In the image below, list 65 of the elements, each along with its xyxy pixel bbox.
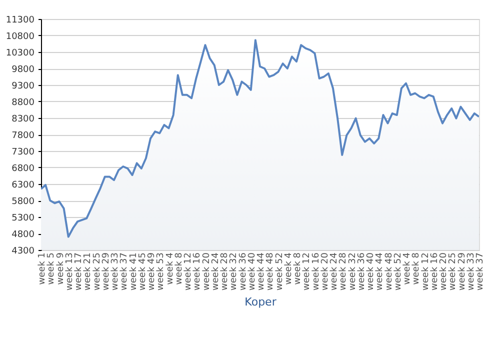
x-tick-label: week 36	[238, 252, 248, 290]
x-tick-label: week 48	[266, 252, 276, 290]
y-tick-label: 8300	[12, 114, 35, 124]
x-tick-label: week 49	[147, 252, 157, 290]
x-tick-label: week 25	[92, 252, 102, 290]
y-tick-label: 8800	[12, 98, 35, 108]
x-tick-label: week 20	[320, 252, 330, 290]
x-tick-label: week 48	[384, 252, 394, 290]
y-tick-label: 4800	[12, 230, 35, 240]
x-axis-title: Koper	[244, 295, 277, 308]
x-tick-label: week 24	[330, 252, 340, 290]
x-tick-label: week 17	[74, 252, 84, 290]
x-tick-label: week 8	[412, 252, 422, 285]
x-tick-label: week 12	[302, 252, 312, 290]
x-tick-label: week 33	[110, 252, 120, 290]
x-tick-label: week 20	[439, 252, 449, 290]
x-tick-label: week 29	[457, 252, 468, 290]
x-tick-label: week 37	[476, 252, 486, 290]
x-tick-label: week 13	[64, 252, 75, 290]
x-tick-label: week 33	[466, 252, 476, 290]
x-tick-label: week 32	[348, 252, 358, 290]
y-tick-label: 11300	[6, 16, 35, 26]
y-tick-label: 5800	[12, 197, 35, 207]
y-tick-label: 4300	[12, 246, 35, 256]
y-tick-label: 9300	[12, 82, 35, 92]
x-tick-label: week 16	[192, 252, 203, 290]
y-tick-label: 7300	[12, 148, 35, 158]
x-tick-label: week 40	[366, 252, 376, 290]
x-tick-label: week 24	[210, 252, 221, 290]
x-tick-label: week 37	[120, 252, 130, 290]
x-tick-label: week 4	[284, 252, 294, 285]
y-tick-label: 6300	[12, 180, 35, 190]
y-tick-label: 10300	[6, 48, 35, 58]
x-tick-label: week 12	[184, 252, 194, 290]
x-tick-label: week 52	[274, 252, 285, 290]
x-tick-label: week 40	[247, 252, 258, 290]
x-tick-label: week 8	[174, 252, 184, 285]
x-tick-label: week 53	[156, 252, 166, 290]
x-tick-label: week 44	[256, 252, 266, 290]
x-tick-label: week 28	[338, 252, 349, 290]
x-tick-label: week 8	[293, 252, 303, 285]
x-tick-label: week 32	[229, 252, 240, 290]
x-tick-label: week 4	[165, 252, 176, 285]
x-tick-label: week 12	[420, 252, 431, 290]
x-tick-label: week 52	[393, 252, 404, 290]
x-tick-label: week 41	[128, 252, 139, 290]
x-tick-label: week 16	[311, 252, 322, 290]
x-tick-label: week 25	[448, 252, 458, 290]
x-tick-label: week 20	[202, 252, 212, 290]
y-tick-label: 5300	[12, 214, 35, 224]
x-tick-label: week 45	[138, 252, 148, 290]
x-tick-label: week 36	[356, 252, 367, 290]
x-tick-label: week 16	[430, 252, 440, 290]
y-tick-label: 7800	[12, 131, 35, 141]
x-tick-label: week 5	[46, 252, 57, 285]
x-tick-label: week 29	[101, 252, 112, 290]
x-tick-label: week 44	[375, 252, 386, 290]
y-tick-label: 10800	[6, 32, 35, 42]
y-tick-label: 9800	[12, 65, 35, 75]
x-tick-label: week 21	[83, 252, 94, 290]
x-tick-label: week 1	[38, 252, 48, 285]
x-tick-label: week 9	[56, 252, 66, 285]
x-tick-label: week 28	[220, 252, 230, 290]
y-tick-label: 6800	[12, 164, 35, 174]
x-tick-label: week 4	[402, 252, 412, 285]
